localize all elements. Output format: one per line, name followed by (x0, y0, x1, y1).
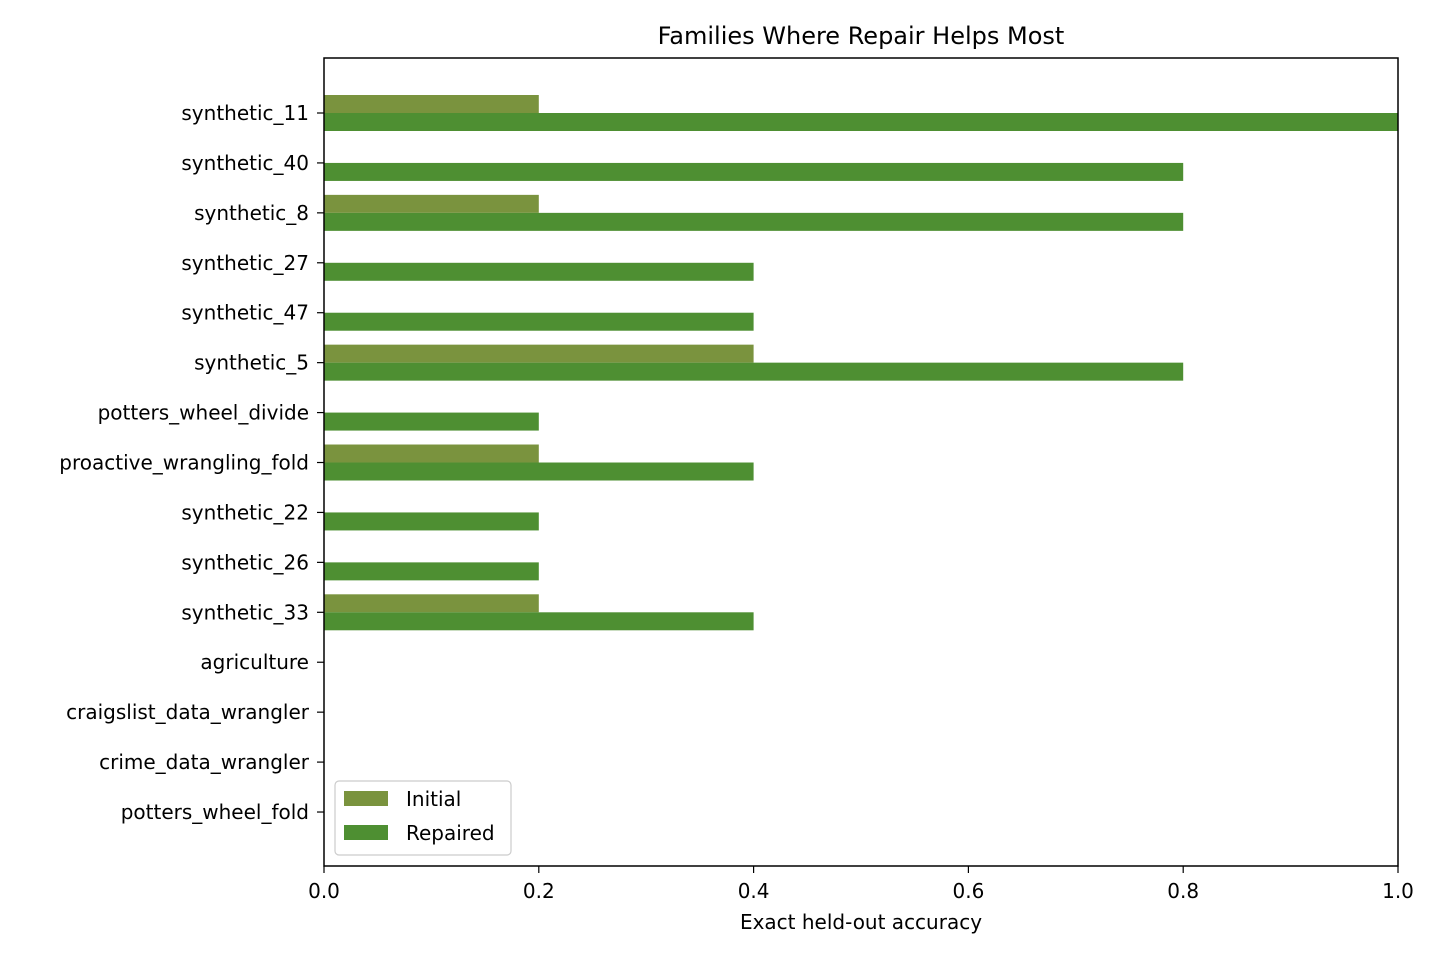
bar-repaired-synthetic_22 (324, 512, 539, 531)
legend: Initial Repaired (334, 780, 512, 856)
y-tick-label: synthetic_11 (181, 101, 309, 125)
bar-initial-synthetic_8 (324, 194, 539, 213)
legend-swatch-repaired (344, 825, 388, 840)
bar-repaired-proactive_wrangling_fold (324, 462, 754, 481)
y-tick-label: potters_wheel_fold (121, 800, 309, 824)
x-tick-label: 0.4 (738, 879, 770, 903)
bar-repaired-synthetic_11 (324, 113, 1398, 131)
bar-initial-synthetic_11 (324, 95, 539, 113)
y-tick-label: synthetic_5 (194, 351, 309, 375)
y-tick-label: synthetic_40 (181, 151, 309, 175)
legend-label-repaired: Repaired (406, 821, 495, 845)
x-tick-label: 0.8 (1167, 879, 1199, 903)
x-axis-label: Exact held-out accuracy (740, 910, 982, 934)
bar-repaired-potters_wheel_divide (324, 412, 539, 431)
bar-repaired-synthetic_5 (324, 362, 1184, 381)
legend-swatch-initial (344, 791, 388, 806)
x-tick-label: 0.2 (523, 879, 555, 903)
bar-initial-proactive_wrangling_fold (324, 444, 539, 463)
y-tick-label: synthetic_8 (194, 201, 309, 225)
y-axis: synthetic_11 synthetic_40 synthetic_8synth… (59, 101, 324, 824)
bars-layer (324, 95, 1398, 631)
y-tick-label: synthetic_26 (181, 550, 309, 574)
y-tick-label: agriculture (200, 650, 309, 674)
bar-initial-synthetic_33 (324, 594, 539, 613)
bar-repaired-synthetic_27 (324, 262, 754, 281)
bar-repaired-synthetic_40 (324, 162, 1184, 181)
y-tick-label: synthetic_33 (181, 600, 309, 624)
y-tick-label: proactive_wrangling_fold (59, 451, 309, 475)
x-tick-label: 1.0 (1382, 879, 1414, 903)
legend-label-initial: Initial (406, 787, 461, 811)
y-tick-label: synthetic_27 (181, 251, 309, 275)
bar-repaired-synthetic_8 (324, 212, 1184, 231)
bar-repaired-synthetic_26 (324, 562, 539, 581)
bar-repaired-synthetic_33 (324, 612, 754, 631)
y-tick-label: synthetic_22 (181, 500, 309, 524)
bar-repaired-synthetic_47 (324, 312, 754, 331)
y-tick-label: craigslist_data_wrangler (66, 700, 310, 724)
x-axis: 0.0 0.2 0.4 0.6 0.8 1.0 (308, 866, 1414, 903)
y-tick-label: potters_wheel_divide (98, 401, 309, 425)
chart-title: Families Where Repair Helps Most (658, 22, 1065, 50)
y-tick-label: crime_data_wrangler (99, 750, 310, 774)
x-tick-label: 0.6 (952, 879, 984, 903)
x-tick-label: 0.0 (308, 879, 340, 903)
y-tick-label: synthetic_47 (181, 301, 309, 325)
bar-initial-synthetic_5 (324, 344, 754, 363)
